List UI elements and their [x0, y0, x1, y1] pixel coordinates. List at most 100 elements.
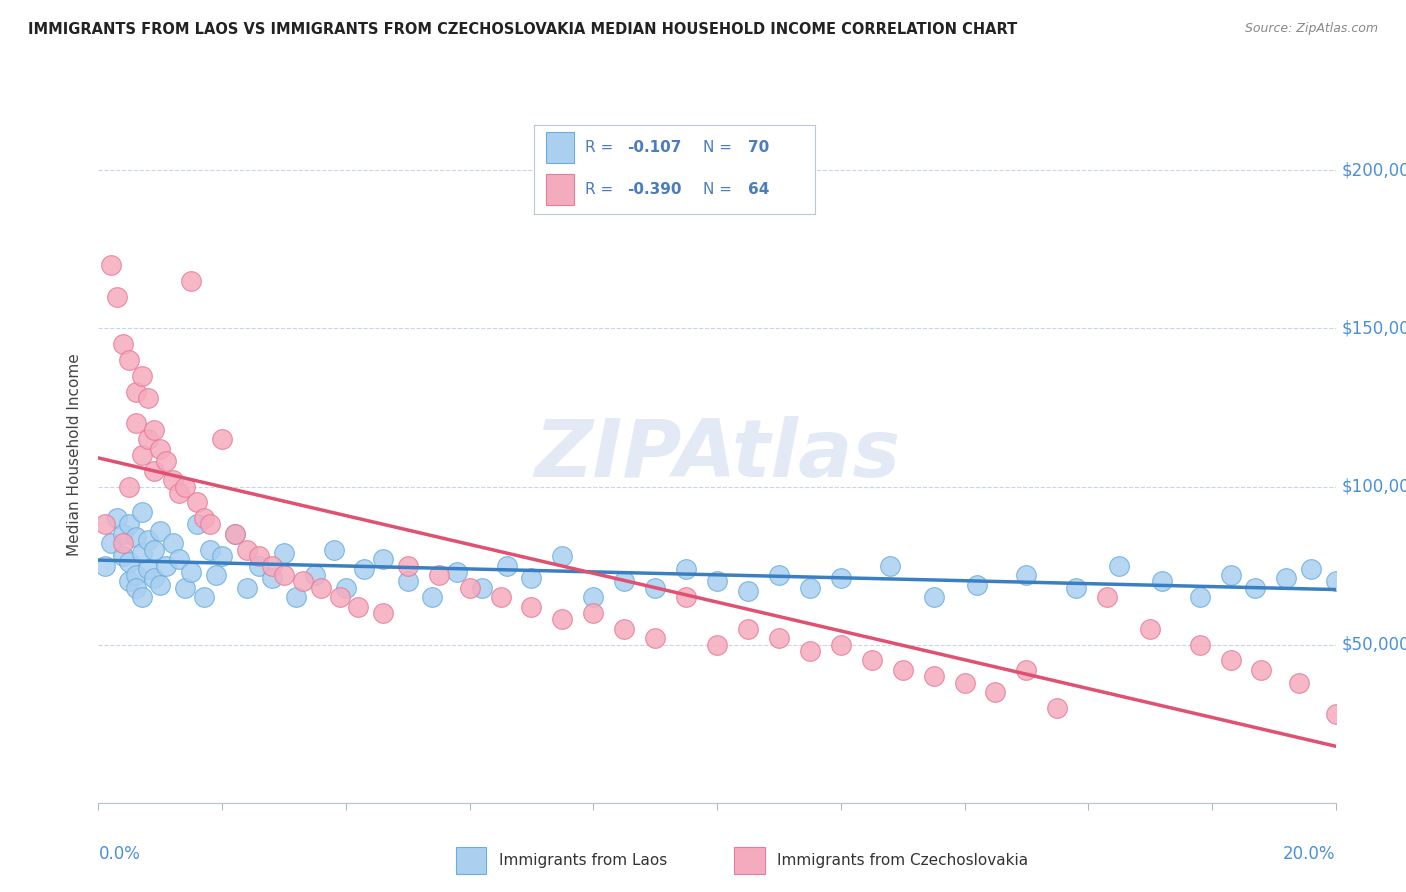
Point: [124, 581, 146, 595]
Text: 0.0%: 0.0%: [98, 845, 141, 863]
Point: [247, 558, 270, 573]
Point: [236, 581, 259, 595]
Point: [198, 542, 221, 557]
Point: [613, 622, 636, 636]
Point: [551, 549, 574, 563]
Point: [112, 536, 135, 550]
Point: [1046, 701, 1069, 715]
Point: [1188, 638, 1211, 652]
Point: [205, 568, 228, 582]
Point: [1188, 591, 1211, 605]
Point: [495, 558, 517, 573]
Point: [273, 568, 295, 582]
Text: 20.0%: 20.0%: [1284, 845, 1336, 863]
Bar: [546, 131, 574, 162]
Point: [966, 577, 988, 591]
Point: [260, 571, 283, 585]
Point: [131, 448, 153, 462]
Point: [149, 524, 172, 538]
Point: [422, 591, 444, 605]
Point: [830, 571, 852, 585]
Y-axis label: Median Household Income: Median Household Income: [67, 353, 83, 557]
Point: [1244, 581, 1267, 595]
Point: [193, 591, 215, 605]
Point: [236, 542, 259, 557]
Point: [953, 675, 976, 690]
Text: Immigrants from Laos: Immigrants from Laos: [499, 854, 666, 868]
Point: [186, 517, 208, 532]
Point: [644, 581, 666, 595]
Point: [131, 368, 153, 383]
Point: [112, 527, 135, 541]
Point: [446, 565, 468, 579]
Point: [224, 527, 246, 541]
Point: [860, 653, 883, 667]
Point: [105, 290, 128, 304]
Text: Source: ZipAtlas.com: Source: ZipAtlas.com: [1244, 22, 1378, 36]
Point: [675, 591, 697, 605]
Text: 70: 70: [748, 140, 769, 154]
Point: [329, 591, 352, 605]
Text: IMMIGRANTS FROM LAOS VS IMMIGRANTS FROM CZECHOSLOVAKIA MEDIAN HOUSEHOLD INCOME C: IMMIGRANTS FROM LAOS VS IMMIGRANTS FROM …: [28, 22, 1018, 37]
Text: ZIPAtlas: ZIPAtlas: [534, 416, 900, 494]
Point: [285, 591, 308, 605]
Point: [124, 568, 146, 582]
Point: [737, 622, 759, 636]
Point: [291, 574, 314, 589]
Point: [1219, 568, 1241, 582]
Point: [155, 558, 177, 573]
Point: [118, 556, 141, 570]
Point: [131, 591, 153, 605]
Point: [1288, 675, 1310, 690]
Text: Immigrants from Czechoslovakia: Immigrants from Czechoslovakia: [778, 854, 1028, 868]
Point: [136, 562, 159, 576]
Point: [1015, 663, 1038, 677]
Point: [1108, 558, 1130, 573]
Point: [1324, 707, 1347, 722]
Point: [1324, 574, 1347, 589]
Point: [613, 574, 636, 589]
Text: R =: R =: [585, 182, 619, 196]
Point: [180, 565, 202, 579]
Bar: [456, 847, 486, 874]
Point: [879, 558, 901, 573]
Point: [1015, 568, 1038, 582]
Point: [1219, 653, 1241, 667]
Point: [260, 558, 283, 573]
Point: [768, 632, 790, 646]
Text: $100,000: $100,000: [1341, 477, 1406, 496]
Point: [124, 384, 146, 399]
Bar: [734, 847, 765, 874]
Point: [273, 546, 295, 560]
Point: [136, 391, 159, 405]
Point: [174, 479, 197, 493]
Point: [193, 511, 215, 525]
Point: [551, 612, 574, 626]
Point: [198, 517, 221, 532]
Point: [737, 583, 759, 598]
Point: [1275, 571, 1298, 585]
Point: [396, 574, 419, 589]
Point: [118, 574, 141, 589]
Point: [1299, 562, 1322, 576]
Point: [922, 669, 945, 683]
Text: R =: R =: [585, 140, 619, 154]
Point: [124, 530, 146, 544]
Point: [174, 581, 197, 595]
Point: [799, 581, 821, 595]
Point: [1152, 574, 1174, 589]
Point: [93, 558, 115, 573]
Point: [1139, 622, 1161, 636]
Point: [167, 486, 190, 500]
Text: 64: 64: [748, 182, 769, 196]
Point: [706, 574, 728, 589]
Point: [155, 454, 177, 468]
Point: [922, 591, 945, 605]
Point: [112, 549, 135, 563]
Point: [112, 337, 135, 351]
Point: [371, 552, 394, 566]
Text: N =: N =: [703, 140, 737, 154]
Point: [644, 632, 666, 646]
Point: [136, 432, 159, 446]
Point: [706, 638, 728, 652]
